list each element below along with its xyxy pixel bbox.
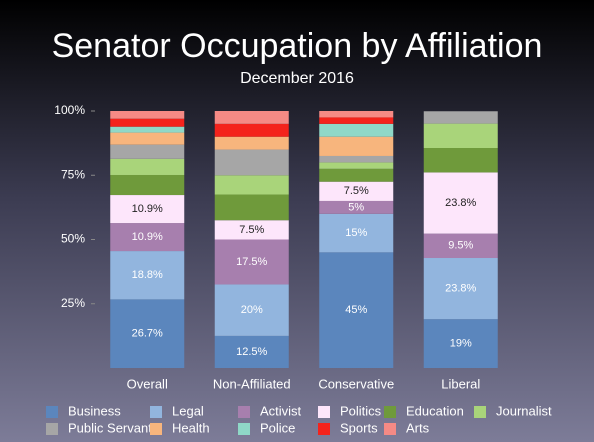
bar-segment xyxy=(319,162,394,169)
bar-segment xyxy=(214,335,289,368)
bar-segment xyxy=(110,111,185,119)
legend-swatch xyxy=(238,406,250,418)
bar-segment xyxy=(423,233,498,259)
bar-segment xyxy=(110,251,185,300)
legend-label: Business xyxy=(68,403,121,418)
x-tick-label: Conservative xyxy=(318,376,394,391)
bar-segment xyxy=(214,149,289,176)
y-tick-label: 75% xyxy=(61,167,85,181)
data-label: 9.5% xyxy=(448,240,473,252)
data-label: 45% xyxy=(345,304,367,316)
legend-label: Sports xyxy=(340,420,378,435)
y-tick-label: 100% xyxy=(54,103,85,117)
data-label: 7.5% xyxy=(239,224,264,236)
bar-segment xyxy=(319,111,394,118)
legend-label: Legal xyxy=(172,403,204,418)
legend-label: Journalist xyxy=(496,403,552,418)
y-tick-label: 50% xyxy=(61,232,85,246)
y-tick-label: 25% xyxy=(61,296,85,310)
data-label: 7.5% xyxy=(344,185,369,197)
legend-label: Health xyxy=(172,420,210,435)
legend-swatch xyxy=(318,423,330,435)
bar-segment xyxy=(423,148,498,173)
bar-segment xyxy=(110,174,185,196)
x-tick-label: Overall xyxy=(127,376,168,391)
bar-segment xyxy=(214,220,289,240)
data-label: 23.8% xyxy=(445,282,476,294)
legend-swatch xyxy=(46,406,58,418)
legend-swatch xyxy=(384,406,396,418)
bar-segment xyxy=(214,123,289,137)
data-label: 17.5% xyxy=(236,256,267,268)
bar-segment xyxy=(110,158,185,175)
bar-segment xyxy=(423,172,498,234)
bar-segment xyxy=(214,194,289,221)
bar-segment xyxy=(214,239,289,285)
bar-segment xyxy=(110,299,185,368)
data-label: 5% xyxy=(348,201,364,213)
bar-segment xyxy=(214,136,289,150)
bar-segment xyxy=(319,123,394,137)
legend-swatch xyxy=(474,406,486,418)
bar-segment xyxy=(214,111,289,124)
bar-segment xyxy=(319,155,394,163)
data-label: 18.8% xyxy=(132,269,163,281)
legend-swatch xyxy=(318,406,330,418)
bar-segment xyxy=(423,258,498,320)
legend-label: Arts xyxy=(406,420,430,435)
legend-swatch xyxy=(46,423,58,435)
data-label: 19% xyxy=(450,337,472,349)
bar-segment xyxy=(110,223,185,252)
legend-swatch xyxy=(150,406,162,418)
bar-segment xyxy=(423,111,498,124)
data-label: 10.9% xyxy=(132,203,163,215)
bar-segment xyxy=(319,117,394,124)
bar-segment xyxy=(214,175,289,195)
bar-segment xyxy=(110,144,185,159)
data-label: 20% xyxy=(241,304,263,316)
legend-swatch xyxy=(150,423,162,435)
legend-label: Education xyxy=(406,403,464,418)
bar-segment xyxy=(319,136,394,156)
bar-segment xyxy=(110,132,185,145)
chart-subtitle: December 2016 xyxy=(240,70,354,87)
bar-segment xyxy=(110,195,185,224)
bar-segment xyxy=(319,181,394,201)
legend-swatch xyxy=(384,423,396,435)
data-label: 15% xyxy=(345,227,367,239)
legend-label: Politics xyxy=(340,403,382,418)
bar-segment xyxy=(319,213,394,253)
x-tick-label: Non-Affiliated xyxy=(213,376,291,391)
bar-segment xyxy=(214,284,289,336)
bar-segment xyxy=(110,126,185,133)
x-tick-label: Liberal xyxy=(441,376,480,391)
legend-label: Public Servant xyxy=(68,420,152,435)
bar-segment xyxy=(319,168,394,182)
legend-label: Police xyxy=(260,420,295,435)
bar-segment xyxy=(423,123,498,149)
chart-title: Senator Occupation by Affiliation xyxy=(52,27,543,65)
bar-segment xyxy=(319,252,394,368)
bar-segment xyxy=(423,319,498,368)
bar-segment xyxy=(319,200,394,214)
legend-swatch xyxy=(238,423,250,435)
data-label: 12.5% xyxy=(236,346,267,358)
data-label: 23.8% xyxy=(445,197,476,209)
legend-label: Activist xyxy=(260,403,302,418)
bar-segment xyxy=(110,118,185,127)
data-label: 26.7% xyxy=(132,328,163,340)
data-label: 10.9% xyxy=(132,231,163,243)
